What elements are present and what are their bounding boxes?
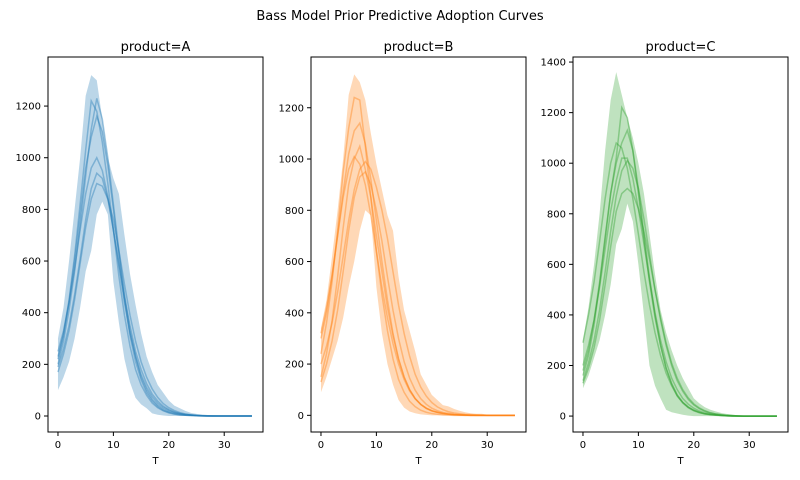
y-tick-label: 0	[35, 411, 41, 422]
subplot-1: product=B 0 10 20 30 0 200 400 600 800 1000 1200 T	[279, 40, 527, 467]
sample-curve-1	[320, 121, 515, 417]
x-tick-label: 10	[107, 440, 120, 451]
y-tick-label: 400	[547, 310, 566, 321]
hdi-band	[320, 74, 515, 416]
x-tick-label: 0	[580, 440, 586, 451]
x-tick-label: 30	[481, 440, 494, 451]
y-tick-label: 0	[298, 411, 304, 422]
sample-curve-4	[582, 187, 777, 417]
sample-curve-1	[582, 141, 777, 417]
y-tick-label: 200	[285, 360, 304, 371]
subplot-title: product=A	[121, 40, 191, 55]
hdi-band	[582, 72, 777, 417]
y-tick-label: 400	[285, 308, 304, 319]
sample-curve-5	[57, 182, 252, 417]
x-tick-label: 20	[162, 440, 175, 451]
sample-curve-2	[320, 170, 515, 417]
axes-frame	[47, 56, 264, 433]
x-tick-label: 0	[318, 440, 324, 451]
sample-curve-4	[57, 113, 252, 417]
y-tick-label: 800	[285, 206, 304, 217]
sample-curve-0	[582, 105, 777, 417]
y-tick-label: 800	[22, 205, 41, 216]
x-tick-label: 30	[743, 440, 756, 451]
sample-curve-1	[57, 98, 252, 417]
sample-curve-3	[57, 171, 252, 417]
hdi-band	[57, 75, 252, 416]
x-tick-label: 0	[55, 440, 61, 451]
y-tick-label: 0	[560, 412, 566, 423]
x-tick-label: 10	[632, 440, 645, 451]
x-tick-label: 20	[425, 440, 438, 451]
sample-curve-3	[320, 154, 515, 417]
y-tick-label: 200	[22, 360, 41, 371]
y-tick-label: 200	[547, 361, 566, 372]
x-tick-label: 20	[687, 440, 700, 451]
subplot-title: product=C	[646, 40, 716, 55]
x-axis-label: T	[151, 456, 159, 467]
sample-curve-5	[582, 128, 777, 417]
subplot-2: product=C 0 10 20 30 0 200 400 600 800 1000 1200 140…	[541, 40, 789, 467]
subplot-0: product=A 0 10 20 30 0 200 400 600 800 1000 1200 T	[16, 40, 264, 467]
y-tick-label: 800	[547, 209, 566, 220]
sample-curve-2	[57, 155, 252, 417]
sample-curve-4	[320, 143, 515, 417]
y-tick-label: 1200	[541, 108, 566, 119]
y-tick-label: 600	[285, 257, 304, 268]
x-tick-label: 30	[218, 440, 231, 451]
y-tick-label: 1000	[279, 155, 304, 166]
y-tick-label: 600	[22, 257, 41, 268]
x-axis-label: T	[414, 456, 422, 467]
sample-curve-5	[320, 160, 515, 417]
y-tick-label: 1400	[541, 58, 566, 69]
y-tick-label: 1200	[279, 103, 304, 114]
x-tick-label: 10	[370, 440, 383, 451]
figure-title: Bass Model Prior Predictive Adoption Cur…	[256, 9, 544, 24]
axes-frame	[572, 56, 789, 433]
sample-curve-2	[582, 159, 777, 417]
y-tick-label: 400	[22, 308, 41, 319]
y-tick-label: 1000	[541, 159, 566, 170]
y-tick-label: 1000	[16, 153, 41, 164]
y-tick-label: 600	[547, 260, 566, 271]
sample-curve-3	[582, 157, 777, 417]
x-axis-label: T	[676, 456, 684, 467]
axes-frame	[310, 56, 527, 433]
y-tick-label: 1200	[16, 102, 41, 113]
sample-curve-0	[320, 96, 515, 417]
subplot-title: product=B	[384, 40, 454, 55]
sample-curve-0	[57, 98, 252, 417]
